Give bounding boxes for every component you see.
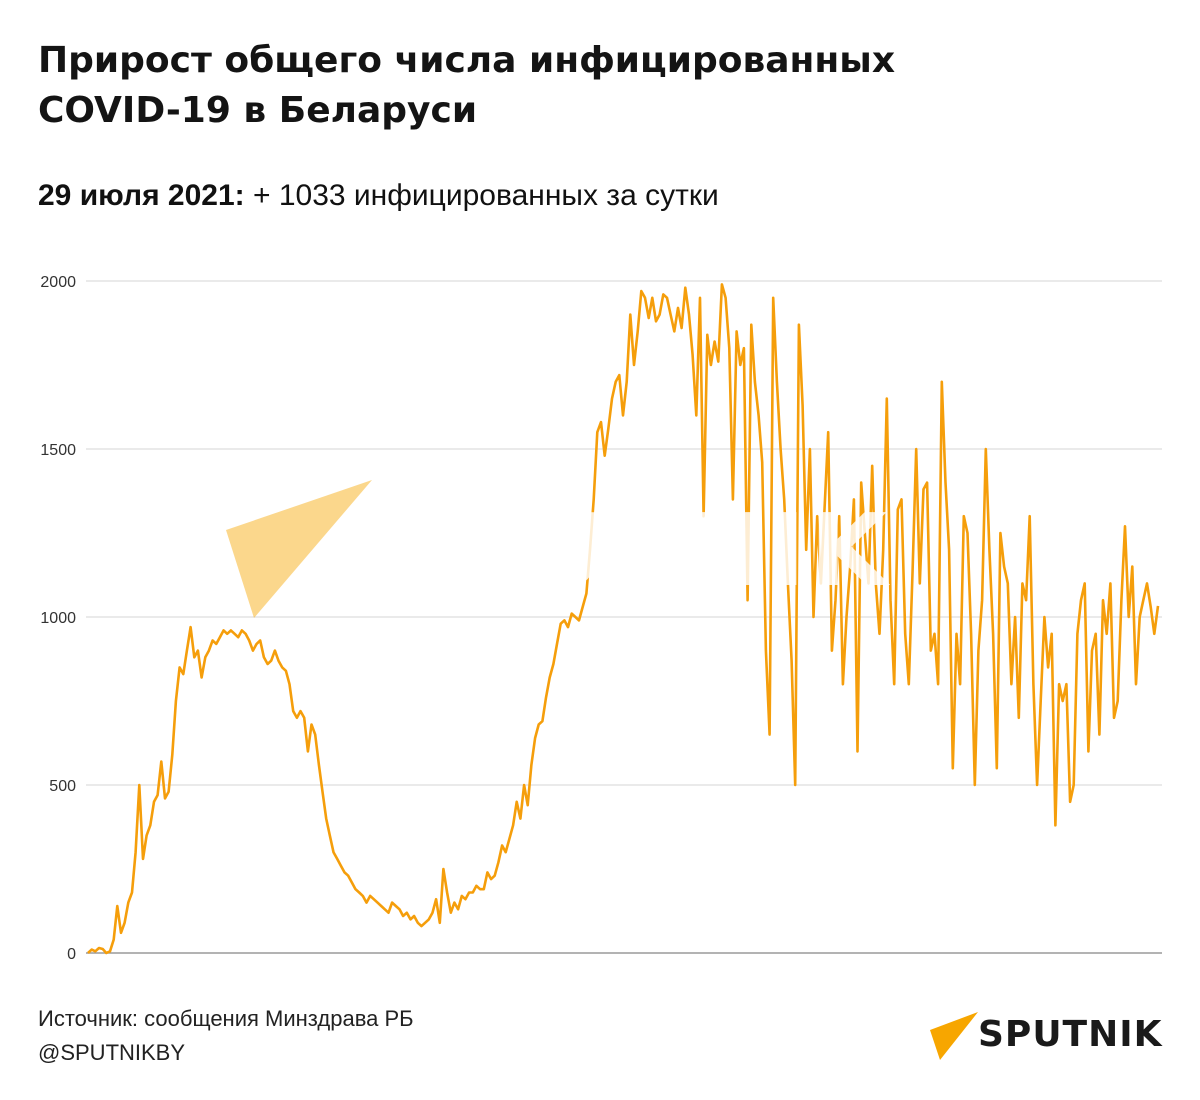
sputnik-logo: SPUTNIK (930, 1008, 1170, 1064)
subtitle-date: 29 июля 2021: (38, 179, 245, 212)
y-tick-label: 2000 (40, 274, 76, 291)
subtitle-text: + 1033 инфицированных за сутки (244, 179, 719, 212)
footer: Источник: сообщения Минздрава РБ @SPUTNI… (38, 1002, 414, 1070)
social-handle: @SPUTNIKBY (38, 1040, 186, 1065)
y-tick-label: 500 (49, 778, 76, 795)
title-line-1: Прирост общего числа инфицированных (38, 40, 896, 81)
source-note: Источник: сообщения Минздрава РБ (38, 1006, 414, 1031)
title-line-2: COVID-19 в Беларуси (38, 90, 478, 131)
series-line-0 (87, 283, 1160, 955)
y-tick-label: 1000 (40, 610, 76, 627)
page-title: Прирост общего числа инфицированных COVI… (38, 36, 1038, 136)
y-tick-label: 0 (67, 946, 76, 963)
subtitle: 29 июля 2021: + 1033 инфицированных за с… (38, 176, 719, 216)
sputnik-logo-icon (930, 1012, 978, 1060)
line-chart: 0 500 1000 1500 2000 (40, 274, 1162, 963)
logo-text: SPUTNIK (978, 1014, 1163, 1055)
y-tick-label: 1500 (40, 442, 76, 459)
